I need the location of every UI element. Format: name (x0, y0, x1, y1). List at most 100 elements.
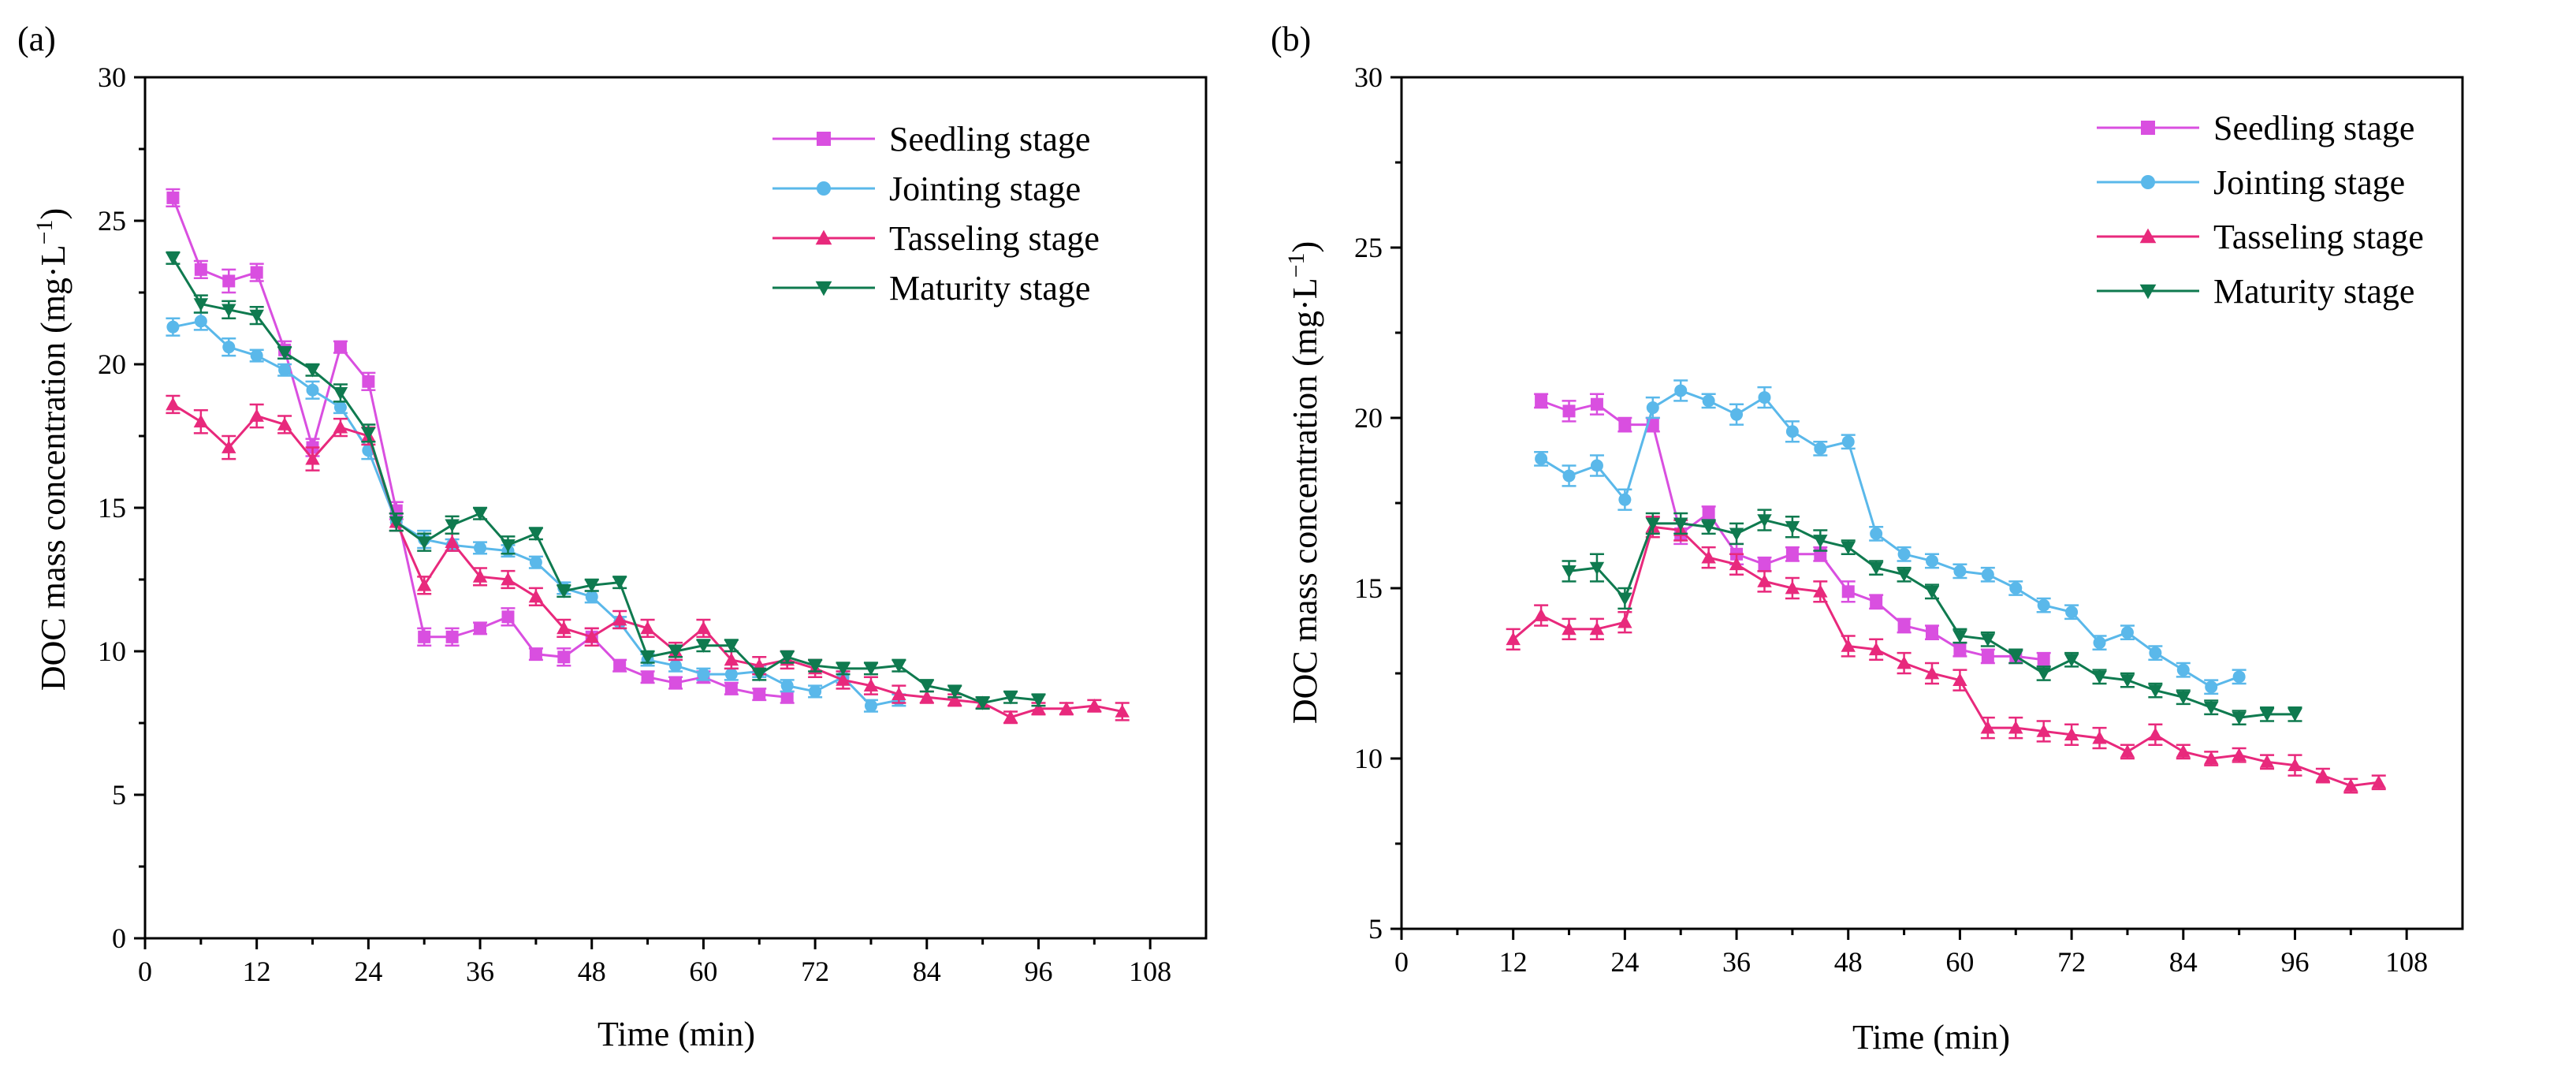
data-point (863, 678, 879, 692)
data-point (807, 659, 823, 673)
data-point (1031, 701, 1046, 715)
y-tick-label: 15 (1354, 572, 1383, 604)
y-tick-label: 25 (1354, 232, 1383, 263)
data-point (472, 507, 488, 521)
series-layer (1506, 379, 2386, 794)
data-point (333, 419, 348, 434)
data-point (2037, 653, 2050, 666)
legend-marker (817, 132, 831, 146)
data-point (640, 650, 655, 665)
data-point (417, 536, 432, 550)
data-point (418, 630, 431, 643)
data-point (1868, 561, 1884, 576)
data-point (863, 662, 879, 677)
data-point (2008, 720, 2023, 734)
data-point (221, 304, 236, 318)
data-point (2259, 755, 2275, 768)
data-point (1897, 547, 1911, 561)
data-point (2232, 747, 2247, 762)
data-point (361, 427, 376, 441)
data-point (1870, 527, 1883, 540)
legend-label: Maturity stage (2213, 272, 2414, 311)
data-point (1785, 580, 1800, 595)
data-point (250, 349, 263, 363)
data-point (669, 677, 682, 690)
x-tick-label: 12 (1499, 946, 1528, 978)
x-tick-label: 0 (1394, 946, 1409, 978)
data-point (1701, 520, 1716, 535)
data-point (2064, 654, 2079, 667)
svg-text:DOC mass concentration (mg·L−: DOC mass concentration (mg·L−1) (1283, 241, 1324, 724)
data-point (166, 397, 181, 411)
data-point (528, 589, 544, 603)
data-point (557, 621, 571, 635)
legend-label: Seedling stage (2213, 109, 2414, 147)
data-point (166, 320, 180, 334)
data-point (1590, 397, 1603, 411)
data-point (1562, 565, 1576, 579)
y-tick-label: 5 (112, 779, 126, 811)
data-point (1031, 694, 1046, 708)
data-point (892, 659, 906, 673)
x-tick-label: 60 (689, 956, 717, 987)
data-point (445, 630, 459, 643)
data-point (1590, 459, 1603, 472)
data-point (2205, 680, 2218, 694)
data-point (1813, 584, 1828, 598)
data-point (1868, 642, 1884, 656)
data-point (2065, 606, 2079, 619)
panel-label: (a) (17, 20, 56, 58)
legend-item-maturity: Maturity stage (772, 269, 1090, 308)
data-point (1841, 541, 1856, 555)
x-tick-label: 72 (2057, 946, 2086, 978)
data-point (250, 266, 263, 279)
data-point (641, 670, 654, 684)
data-point (752, 668, 767, 682)
data-point (1813, 535, 1828, 548)
data-point (1673, 517, 1688, 531)
data-point (585, 590, 598, 603)
x-axis-ticks: 0 12 24 36 48 60 72 84 96 108 (138, 938, 1171, 987)
data-point (1814, 442, 1827, 455)
y-tick-label: 10 (98, 636, 126, 667)
y-axis-title-superscript: −1 (32, 219, 58, 244)
data-point (277, 417, 292, 431)
data-point (2036, 667, 2051, 681)
data-point (501, 539, 516, 553)
data-point (1702, 394, 1715, 408)
data-point (919, 690, 934, 703)
legend-label: Seedling stage (889, 120, 1090, 158)
data-point (1981, 650, 1994, 663)
data-point (892, 687, 906, 700)
data-point (2148, 684, 2163, 698)
data-point (947, 685, 962, 699)
data-point (1562, 621, 1576, 636)
data-point (1730, 408, 1744, 421)
data-point (1535, 394, 1548, 408)
x-tick-label: 12 (243, 956, 271, 987)
legend-label: Jointing stage (2213, 163, 2405, 202)
data-point (305, 451, 320, 465)
data-point (1897, 655, 1912, 669)
data-point (362, 375, 375, 388)
x-axis-title: Time (min) (1852, 1018, 2010, 1057)
series-layer (166, 188, 1130, 725)
data-point (919, 680, 934, 693)
data-point (1646, 401, 1659, 415)
data-point (1589, 561, 1605, 576)
data-point (1758, 391, 1771, 404)
data-point (2176, 691, 2191, 705)
data-point (1785, 547, 1799, 561)
y-tick-label: 5 (1368, 913, 1383, 945)
data-point (333, 387, 348, 401)
y-axis-ticks: 0 5 10 15 20 25 30 (98, 62, 145, 954)
data-point (2176, 663, 2190, 677)
data-point (1897, 619, 1911, 632)
y-tick-label: 10 (1354, 743, 1383, 774)
data-point (1926, 554, 1938, 568)
series-line (1540, 389, 2240, 688)
legend-label: Tasseling stage (2213, 218, 2424, 256)
data-point (1924, 585, 1940, 599)
data-point (2120, 674, 2135, 688)
